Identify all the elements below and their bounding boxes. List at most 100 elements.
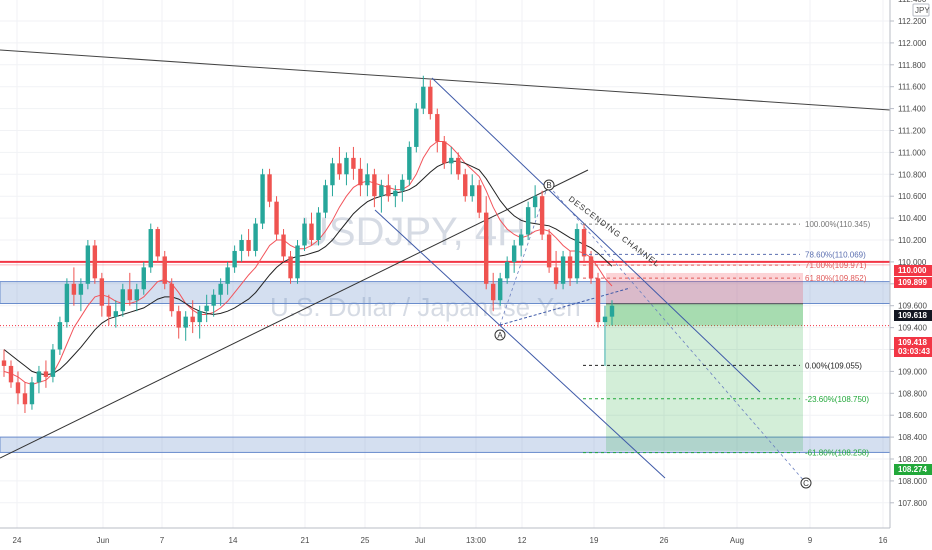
y-tick-label: 111.800 (898, 61, 926, 70)
candle (497, 272, 503, 306)
candle-body (421, 86, 426, 109)
candle-body (106, 305, 112, 317)
candle (211, 289, 216, 317)
candle (106, 294, 112, 326)
candle (295, 240, 300, 284)
time-axis[interactable]: 24 Jun 7 14 21 25 Jul 13:00 12 19 26 Aug 9 16 (0, 527, 890, 545)
candle-body (8, 365, 14, 383)
fib-label: 61.80%(109.852) (805, 274, 867, 283)
candle-body (400, 179, 405, 191)
candle-body (414, 108, 419, 147)
x-tick-label: 7 (160, 536, 165, 545)
y-tick-label: 112.400 (898, 0, 927, 4)
trendlines[interactable] (0, 49, 891, 483)
candle (225, 261, 230, 295)
candle-body (386, 185, 391, 197)
fib-label: -61.80%(108.258) (805, 449, 869, 458)
candle-body (295, 245, 300, 279)
candle (518, 229, 524, 257)
candle-body (246, 240, 251, 251)
candle (218, 278, 223, 306)
candle-body (99, 278, 105, 306)
candle (232, 245, 237, 273)
candle-body (428, 86, 433, 115)
candle-body (365, 174, 370, 186)
candle-body (218, 283, 223, 295)
candle-body (260, 174, 265, 224)
moving-averages (3, 141, 613, 386)
upper-trendline[interactable] (0, 49, 891, 111)
candle-body (344, 157, 349, 175)
candle (358, 157, 363, 197)
candle-body (393, 190, 398, 197)
candle (267, 168, 272, 208)
candle-body (379, 185, 384, 197)
candle-body (553, 267, 559, 284)
candle (602, 305, 608, 366)
candle-body (435, 114, 440, 142)
price-tag-value: 109.899 (898, 278, 927, 287)
candle (490, 272, 496, 312)
candle-body (57, 322, 63, 350)
candle-body (176, 311, 181, 328)
candle-body (302, 223, 307, 246)
candle (581, 223, 587, 262)
candle (197, 305, 202, 339)
fib-anchor-line (499, 287, 631, 326)
candle-body (155, 229, 160, 257)
candle-body (316, 212, 321, 240)
x-tick-label: 21 (301, 536, 310, 545)
candle (344, 152, 349, 186)
candle (504, 256, 510, 284)
fibonacci-levels[interactable]: 100.00%(110.345) 78.60%(110.069) 71.00%(10… (583, 220, 871, 458)
candle-body (602, 316, 608, 323)
fib-label: -23.60%(108.750) (805, 395, 869, 404)
channel-upper-line[interactable] (431, 77, 761, 393)
candle-body (581, 229, 587, 257)
candle-body (148, 229, 153, 268)
candle (155, 226, 160, 262)
candle-body (456, 157, 461, 175)
y-tick-label: 110.200 (898, 236, 927, 245)
candle (176, 305, 181, 339)
candle (553, 250, 559, 290)
candle (456, 152, 461, 180)
candle (36, 365, 42, 394)
profit-filled-zone[interactable] (606, 303, 803, 326)
candle (435, 108, 440, 153)
candle-body (274, 201, 279, 235)
candle-body (225, 267, 230, 284)
candle (120, 283, 126, 317)
y-tick-label: 110.400 (898, 214, 927, 223)
take-profit-zone[interactable] (606, 325, 803, 451)
candle (302, 218, 307, 251)
channel-lower-line[interactable] (374, 209, 666, 479)
candle (421, 75, 426, 115)
candle-body (532, 196, 538, 208)
candle (309, 212, 314, 246)
y-tick-label: 108.800 (898, 389, 927, 398)
x-tick-label: 16 (879, 536, 888, 545)
currency-box[interactable] (912, 3, 930, 17)
stop-loss-zone[interactable] (606, 272, 803, 304)
candle (99, 272, 105, 317)
candle-body (574, 229, 580, 279)
trade-box[interactable] (606, 272, 803, 451)
x-tick-label: Aug (730, 536, 744, 545)
candle (414, 103, 419, 153)
candle-body (490, 283, 496, 301)
candle (204, 294, 209, 323)
price-tag: 108.274 (894, 464, 932, 475)
candle (386, 174, 391, 202)
candle (525, 201, 531, 240)
candle-body (71, 283, 77, 295)
candle (15, 371, 21, 405)
candle (532, 185, 538, 219)
rising-trendline[interactable] (0, 169, 589, 459)
candle-body (197, 311, 202, 323)
y-tick-label: 111.200 (898, 127, 926, 136)
wave-label: A (497, 331, 503, 340)
